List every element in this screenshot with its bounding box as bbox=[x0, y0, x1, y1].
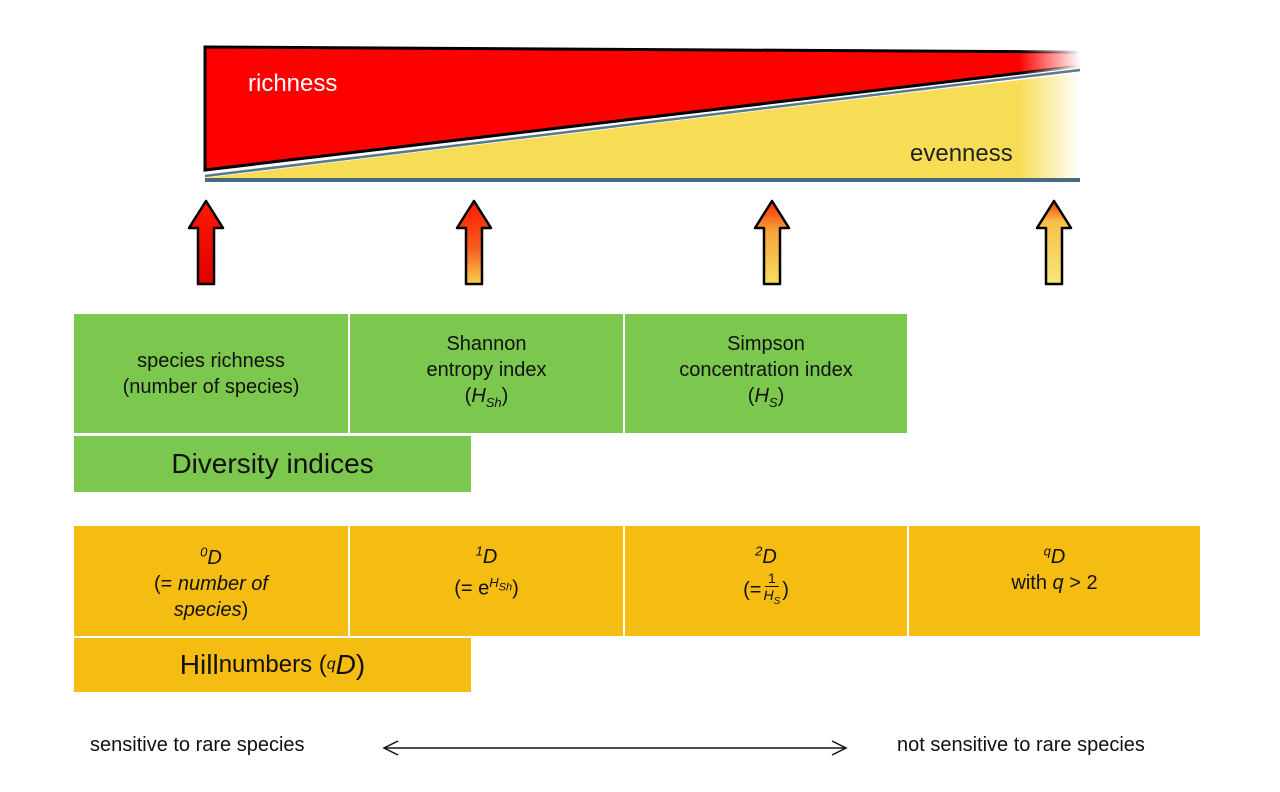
double-arrow-icon bbox=[382, 740, 848, 756]
arrow-up-icon bbox=[1035, 199, 1073, 286]
arrow-up-icon bbox=[753, 199, 791, 286]
hill-q2-cell: 2D (= 1 HS ) bbox=[625, 526, 907, 636]
arrow-up-icon bbox=[187, 199, 225, 286]
evenness-wedge bbox=[205, 72, 1080, 180]
evenness-label: evenness bbox=[910, 140, 1013, 167]
species-richness-cell: species richness (number of species) bbox=[74, 314, 348, 433]
not-sensitive-label: not sensitive to rare species bbox=[897, 734, 1145, 756]
diversity-indices-title: Diversity indices bbox=[74, 436, 471, 492]
hill-q1-cell: 1D (= eHSh) bbox=[350, 526, 623, 636]
shannon-cell: Shannon entropy index (HSh) bbox=[350, 314, 623, 433]
richness-label: richness bbox=[248, 70, 338, 97]
sensitive-label: sensitive to rare species bbox=[90, 734, 305, 756]
hill-qn-cell: qD with q > 2 bbox=[909, 526, 1200, 636]
hill-numbers-title: Hill numbers (q D) bbox=[74, 638, 471, 692]
arrow-up-icon bbox=[455, 199, 493, 286]
hill-q0-cell: 0D (= number of species) bbox=[74, 526, 348, 636]
richness-evenness-wedge bbox=[203, 45, 1082, 182]
simpson-cell: Simpson concentration index (HS) bbox=[625, 314, 907, 433]
richness-wedge bbox=[203, 45, 1082, 172]
